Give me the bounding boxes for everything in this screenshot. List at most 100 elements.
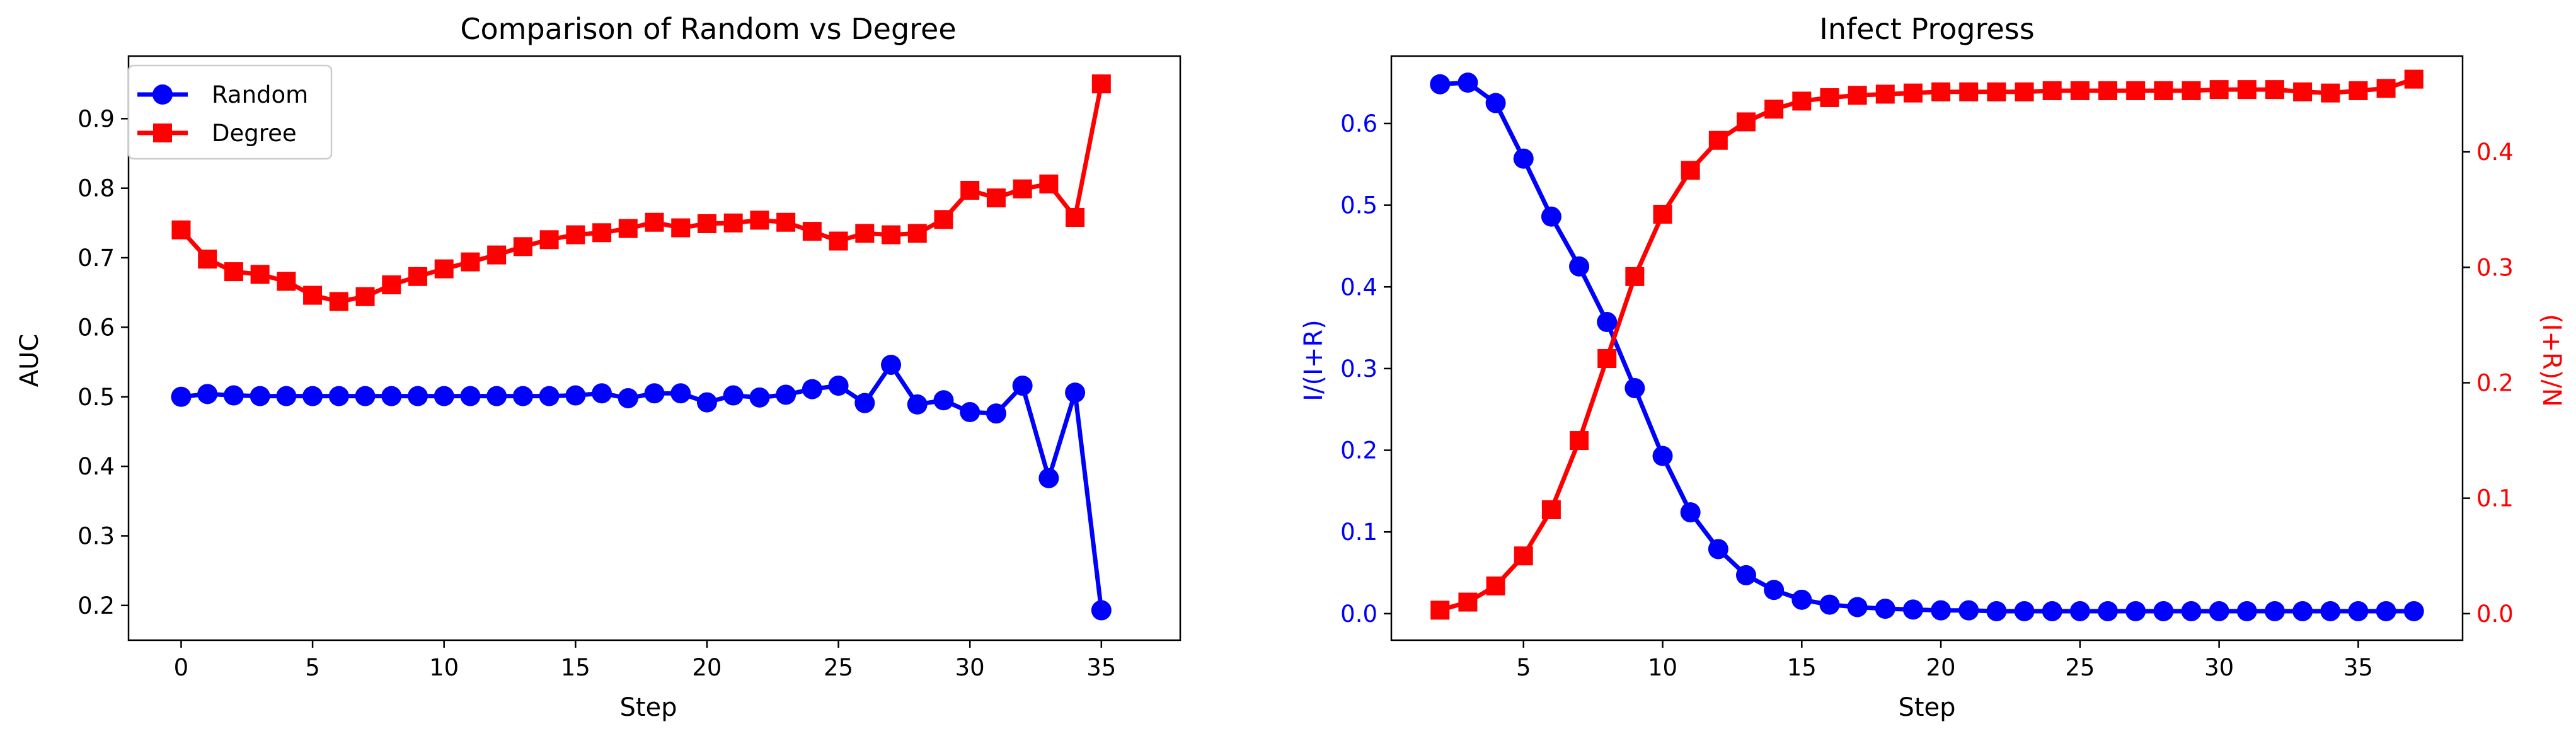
data-point xyxy=(618,219,638,238)
data-point xyxy=(802,222,822,241)
data-point xyxy=(1458,72,1478,93)
data-point xyxy=(1764,100,1784,119)
data-point xyxy=(565,385,586,406)
y-right-tick-label: 0.0 xyxy=(2476,600,2514,628)
data-point xyxy=(1791,589,1812,610)
data-point xyxy=(881,354,902,375)
data-point xyxy=(2125,600,2146,621)
data-point xyxy=(644,383,665,404)
data-point xyxy=(512,386,533,406)
data-point xyxy=(1931,600,1952,621)
data-point xyxy=(2404,69,2424,89)
x-tick-label: 25 xyxy=(2065,654,2095,681)
x-tick-label: 0 xyxy=(174,654,189,681)
data-point xyxy=(328,386,349,406)
plot-frame xyxy=(127,55,1182,641)
data-point xyxy=(697,214,716,233)
data-point xyxy=(933,390,954,411)
data-point xyxy=(1958,600,1979,621)
legend-box xyxy=(127,64,333,160)
data-point xyxy=(2098,600,2119,621)
data-point xyxy=(2209,80,2229,100)
data-point xyxy=(2376,79,2396,98)
data-point xyxy=(2181,600,2202,621)
y-tick-label: 0.9 xyxy=(78,105,115,132)
y-tick-label: 0.2 xyxy=(1340,437,1377,464)
data-point xyxy=(1680,502,1701,523)
data-point xyxy=(1066,208,1085,227)
data-point xyxy=(171,220,191,239)
data-point xyxy=(1931,82,1951,101)
data-point xyxy=(250,265,270,284)
legend-marker-random xyxy=(152,84,173,105)
data-point xyxy=(2069,600,2090,621)
data-point xyxy=(434,259,454,279)
x-tick-label: 35 xyxy=(1086,654,1116,681)
data-point xyxy=(382,275,401,295)
data-point xyxy=(1012,376,1033,396)
data-point xyxy=(486,386,507,406)
data-point xyxy=(1430,74,1451,95)
data-point xyxy=(1847,597,1868,618)
data-point xyxy=(2237,80,2257,100)
data-point xyxy=(566,225,585,244)
y-tick-label: 0.5 xyxy=(78,384,115,411)
data-point xyxy=(2126,81,2146,100)
y-tick-label: 0.4 xyxy=(78,453,115,480)
data-point xyxy=(2153,600,2174,621)
data-point xyxy=(2403,600,2424,621)
data-point xyxy=(197,384,218,405)
data-point xyxy=(250,386,270,406)
legend-label-random: Random xyxy=(212,81,308,108)
data-point xyxy=(645,212,664,232)
plot-frame xyxy=(1390,55,2464,641)
data-point xyxy=(1708,130,1728,150)
data-point xyxy=(1735,565,1756,585)
data-point xyxy=(1624,378,1645,399)
data-point xyxy=(1903,83,1923,103)
data-point xyxy=(277,272,296,291)
data-point xyxy=(723,213,743,233)
data-point xyxy=(2014,600,2035,621)
data-point xyxy=(2376,600,2396,621)
y-right-tick-label: 0.1 xyxy=(2476,485,2514,512)
data-point xyxy=(670,383,691,404)
data-point xyxy=(1597,312,1618,333)
data-point xyxy=(802,379,822,399)
data-point xyxy=(1065,382,1086,403)
data-point xyxy=(854,393,875,413)
data-point xyxy=(1569,256,1590,277)
x-tick-label: 35 xyxy=(2343,654,2373,681)
data-point xyxy=(381,386,402,406)
data-point xyxy=(1764,580,1785,600)
x-tick-label: 15 xyxy=(561,654,590,681)
data-point xyxy=(1625,267,1645,286)
x-tick-label: 20 xyxy=(1926,654,1956,681)
data-point xyxy=(2015,82,2034,101)
data-point xyxy=(1486,576,1505,595)
data-point xyxy=(513,237,532,256)
data-point xyxy=(461,252,480,272)
data-point xyxy=(355,287,375,306)
x-tick-label: 5 xyxy=(305,654,320,681)
y-tick-label: 0.4 xyxy=(1340,273,1377,301)
data-point xyxy=(539,230,559,250)
y-tick-label: 0.0 xyxy=(1340,600,1377,628)
x-tick-label: 20 xyxy=(692,654,722,681)
data-point xyxy=(1597,348,1617,368)
data-point xyxy=(618,388,638,408)
data-point xyxy=(1541,500,1561,519)
y-tick-label: 0.6 xyxy=(1340,110,1377,137)
data-point xyxy=(2265,80,2284,100)
legend-marker-degree xyxy=(153,123,172,142)
data-point xyxy=(460,386,481,406)
data-point xyxy=(303,285,323,305)
data-point xyxy=(2070,81,2090,100)
x-tick-label: 5 xyxy=(1516,654,1531,681)
x-tick-label: 10 xyxy=(1648,654,1677,681)
y-axis-label-left: I/(I+R) xyxy=(1299,319,1328,401)
data-point xyxy=(2154,81,2173,100)
data-point xyxy=(1013,179,1032,198)
data-point xyxy=(539,386,560,406)
y-tick-label: 0.3 xyxy=(78,522,115,549)
